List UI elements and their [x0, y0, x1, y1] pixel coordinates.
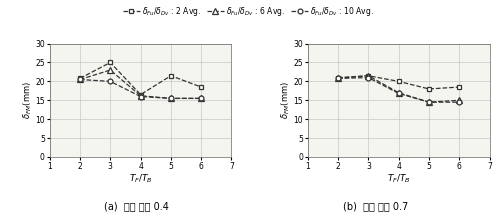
Text: (a)  내력 비율 0.4: (a) 내력 비율 0.4 — [104, 201, 169, 211]
X-axis label: $T_F/T_B$: $T_F/T_B$ — [387, 172, 411, 185]
Text: (b)  내력 비율 0.7: (b) 내력 비율 0.7 — [342, 201, 408, 211]
Y-axis label: $\delta_{FM}$(mm): $\delta_{FM}$(mm) — [279, 81, 292, 119]
Legend: $\delta_{Fu}/\delta_{Dv}$ : 2 Avg., $\delta_{Fu}/\delta_{Dv}$ : 6 Avg., $\delta_: $\delta_{Fu}/\delta_{Dv}$ : 2 Avg., $\de… — [120, 2, 377, 21]
Y-axis label: $\delta_{FM}$(mm): $\delta_{FM}$(mm) — [21, 81, 34, 119]
X-axis label: $T_F/T_B$: $T_F/T_B$ — [129, 172, 153, 185]
